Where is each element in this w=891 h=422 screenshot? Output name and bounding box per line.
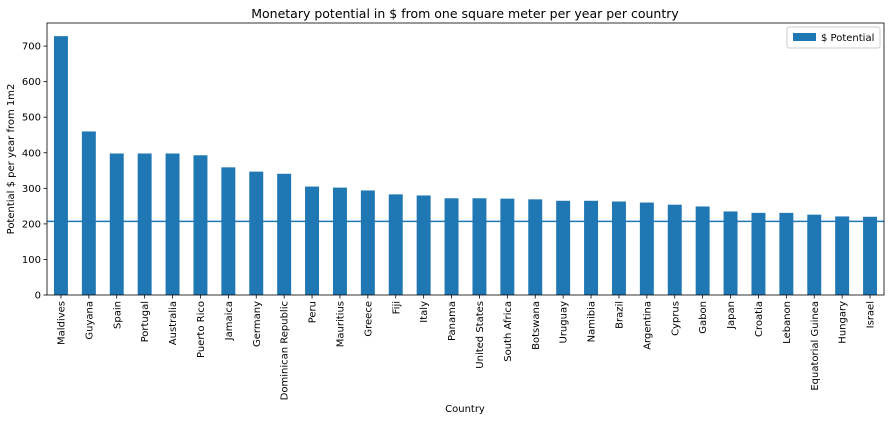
bar-croatia <box>751 212 766 295</box>
x-tick-label: Namibia <box>587 301 598 342</box>
bar-germany <box>249 171 264 295</box>
x-tick-label: Maldives <box>56 301 67 345</box>
x-axis-label: Country <box>445 404 485 415</box>
bar-puerto-rico <box>193 155 208 295</box>
bar-equatorial-guinea <box>807 214 822 295</box>
bar-guyana <box>81 131 96 295</box>
bar-peru <box>305 186 320 295</box>
bar-botswana <box>528 199 543 295</box>
y-tick-label: 200 <box>22 219 41 230</box>
bar-maldives <box>53 36 68 296</box>
x-tick-label: Puerto Rico <box>196 301 207 358</box>
x-axis: Maldives Guyana Spain Portugal Australia Puer… <box>56 295 877 400</box>
x-tick-label: Portugal <box>140 301 151 342</box>
x-tick-label: Mauritius <box>335 301 346 347</box>
legend-frame <box>786 26 881 49</box>
x-tick-label: Peru <box>308 301 319 323</box>
x-tick-label: Croatia <box>754 301 765 337</box>
x-tick-label: Argentina <box>642 301 653 350</box>
bar-south-africa <box>500 198 515 295</box>
bar-united-states <box>472 198 487 295</box>
x-tick-label: Brazil <box>614 301 625 329</box>
x-tick-label: Israel <box>866 301 877 328</box>
x-tick-label: Equatorial Guinea <box>810 301 821 391</box>
bar-gabon <box>695 206 710 295</box>
bar-portugal <box>137 153 152 295</box>
x-tick-label: Dominican Republic <box>280 301 291 400</box>
x-tick-label: Jamaica <box>224 301 235 341</box>
bar-fiji <box>388 194 403 295</box>
bar-panama <box>444 198 459 295</box>
bar-australia <box>165 153 180 295</box>
x-tick-label: Greece <box>363 301 374 337</box>
x-tick-label: Gabon <box>698 301 709 334</box>
plot-frame <box>46 22 885 296</box>
x-tick-label: Italy <box>419 301 430 323</box>
y-axis-label: Potential $ per year from 1m2 <box>6 84 17 235</box>
legend-swatch <box>793 33 816 41</box>
x-tick-label: Botswana <box>531 301 542 350</box>
y-axis: 0 100 200 300 400 500 600 700 <box>22 42 47 302</box>
legend: $ Potential <box>786 26 881 49</box>
chart-title: Monetary potential in $ from one square … <box>251 6 679 21</box>
bars-group <box>53 36 878 296</box>
x-tick-label: Japan <box>726 301 737 330</box>
x-tick-label: South Africa <box>503 301 514 362</box>
y-tick-label: 400 <box>22 148 41 159</box>
x-tick-label: Germany <box>252 301 263 347</box>
y-tick-label: 700 <box>22 42 41 53</box>
y-tick-label: 100 <box>22 255 41 266</box>
bar-israel <box>863 216 878 295</box>
x-tick-label: Lebanon <box>782 301 793 344</box>
x-tick-label: United States <box>475 301 486 369</box>
bar-hungary <box>835 216 850 295</box>
y-tick-label: 0 <box>35 291 41 302</box>
bar-brazil <box>611 201 626 295</box>
y-tick-label: 500 <box>22 113 41 124</box>
bar-cyprus <box>667 204 682 295</box>
bar-dominican-republic <box>277 173 292 295</box>
x-tick-label: Hungary <box>838 301 849 344</box>
legend-label: $ Potential <box>821 33 874 44</box>
y-tick-label: 300 <box>22 184 41 195</box>
x-tick-label: Guyana <box>84 301 95 340</box>
x-tick-label: Uruguay <box>559 301 570 344</box>
x-tick-label: Cyprus <box>670 301 681 336</box>
y-tick-label: 600 <box>22 77 41 88</box>
x-tick-label: Spain <box>112 301 123 329</box>
bar-japan <box>723 211 738 295</box>
x-tick-label: Fiji <box>391 301 402 314</box>
bar-italy <box>416 195 431 295</box>
x-tick-label: Panama <box>447 301 458 341</box>
bar-jamaica <box>221 167 236 295</box>
x-tick-label: Australia <box>168 301 179 345</box>
bar-spain <box>109 153 124 295</box>
bar-uruguay <box>556 200 571 295</box>
bar-lebanon <box>779 212 794 295</box>
bar-argentina <box>639 202 654 295</box>
bar-namibia <box>584 200 599 295</box>
bar-greece <box>360 190 375 295</box>
bar-mauritius <box>332 187 347 295</box>
